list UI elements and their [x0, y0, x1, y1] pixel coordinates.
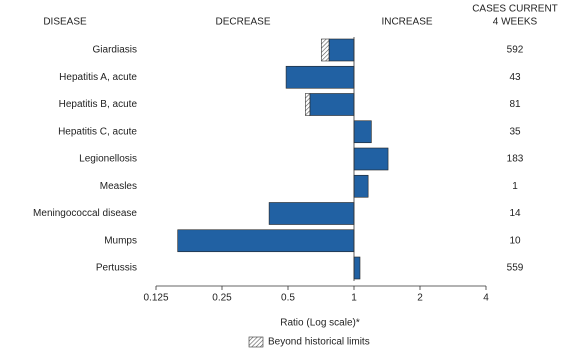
cases-value: 1: [512, 181, 518, 192]
bar: [309, 93, 355, 116]
beyond-limit: [321, 38, 330, 62]
category-label: Mumps: [104, 235, 137, 246]
x-tick-label: 0.5: [281, 293, 295, 304]
cases-value: 183: [507, 154, 524, 165]
legend-label: Beyond historical limits: [268, 337, 370, 348]
x-axis-label: Ratio (Log scale)*: [280, 318, 360, 329]
bar: [268, 202, 355, 225]
category-label: Meningococcal disease: [33, 208, 137, 219]
x-tick-label: 1: [351, 293, 357, 304]
header-decrease: DECREASE: [215, 17, 270, 28]
x-tick-label: 0.25: [212, 293, 232, 304]
header-cases: CASES CURRENT: [472, 4, 558, 15]
bar: [177, 229, 355, 253]
cases-value: 14: [509, 208, 521, 219]
bar: [328, 38, 355, 62]
cases-value: 592: [507, 45, 524, 56]
category-label: Giardiasis: [93, 45, 137, 56]
cases-value: 81: [509, 99, 521, 110]
category-label: Legionellosis: [79, 154, 137, 165]
bar: [353, 256, 361, 280]
x-tick-label: 4: [483, 293, 489, 304]
cases-value: 10: [509, 235, 521, 246]
cases-value: 43: [509, 72, 521, 83]
cases-value: 35: [509, 126, 521, 137]
category-label: Hepatitis B, acute: [59, 99, 138, 110]
bar: [285, 65, 355, 89]
header-cases: 4 WEEKS: [493, 17, 538, 28]
category-label: Hepatitis A, acute: [59, 72, 137, 83]
x-tick-label: 2: [417, 293, 423, 304]
legend-swatch: [248, 336, 264, 348]
bar: [353, 174, 369, 198]
cases-value: 559: [507, 263, 524, 274]
header-increase: INCREASE: [381, 17, 432, 28]
x-tick-label: 0.125: [143, 293, 168, 304]
category-label: Hepatitis C, acute: [58, 126, 137, 137]
category-label: Measles: [100, 181, 137, 192]
header-category: DISEASE: [43, 17, 87, 28]
beyond-limit: [305, 93, 311, 116]
category-label: Pertussis: [96, 263, 137, 274]
bar: [353, 120, 372, 144]
bar: [353, 147, 389, 171]
